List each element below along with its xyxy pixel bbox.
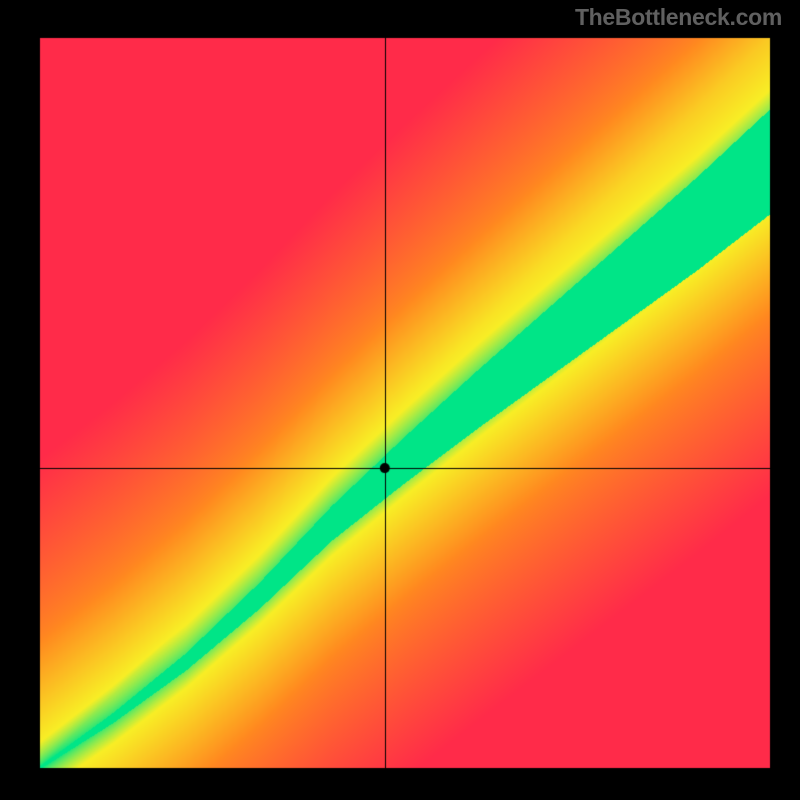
attribution-text: TheBottleneck.com [575, 4, 782, 31]
bottleneck-heatmap [0, 0, 800, 800]
